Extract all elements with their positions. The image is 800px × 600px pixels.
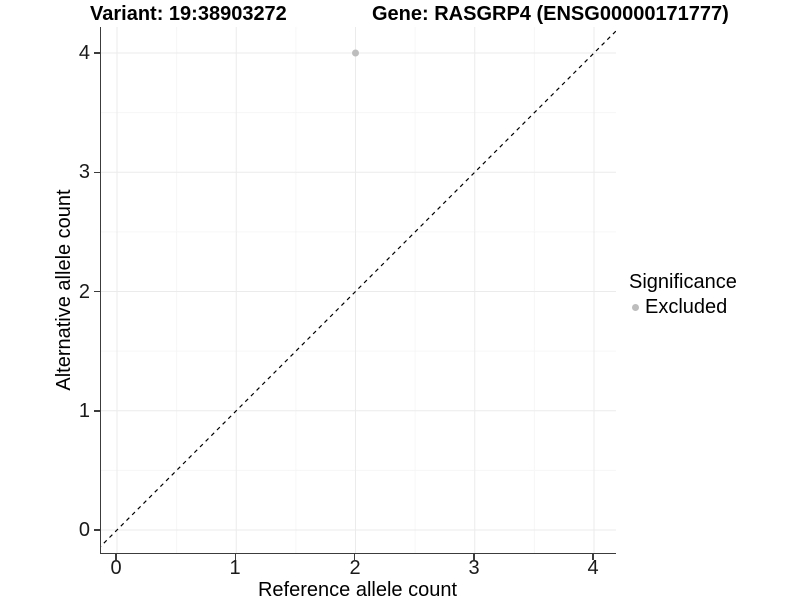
y-axis-title: Alternative allele count — [53, 189, 75, 391]
x-tick-mark — [115, 554, 117, 560]
y-tick-label: 0 — [78, 519, 90, 541]
data-point — [352, 49, 359, 57]
x-tick-label: 2 — [349, 557, 361, 579]
x-axis-title: Reference allele count — [257, 579, 457, 600]
y-tick-mark — [94, 529, 100, 531]
y-tick-label: 3 — [78, 161, 90, 183]
legend-key-dot-icon — [632, 303, 639, 311]
x-tick-label: 0 — [110, 557, 122, 579]
y-tick-label: 1 — [78, 400, 90, 422]
x-tick-mark — [353, 554, 356, 560]
plot-panel — [100, 27, 616, 554]
x-tick-mark — [234, 554, 236, 560]
x-tick-mark — [592, 554, 594, 560]
y-tick-mark — [94, 290, 100, 293]
y-tick-label: 4 — [78, 42, 90, 64]
legend: Significance Excluded — [629, 270, 737, 319]
legend-item-label: Excluded — [645, 296, 728, 318]
x-tick-label: 3 — [468, 557, 480, 579]
x-tick-label: 4 — [587, 557, 599, 579]
legend-item-excluded: Excluded — [632, 295, 737, 319]
legend-title: Significance — [629, 271, 737, 293]
plot-title-gene: Gene: RASGRP4 (ENSG00000171777) — [372, 3, 729, 25]
x-tick-label: 1 — [229, 557, 241, 579]
x-tick-mark — [473, 554, 475, 560]
y-tick-mark — [94, 410, 100, 412]
y-tick-label: 2 — [78, 281, 90, 303]
plot-title-variant: Variant: 19:38903272 — [90, 3, 287, 25]
plot-canvas — [101, 27, 616, 553]
y-tick-mark — [94, 171, 100, 173]
y-tick-mark — [94, 52, 100, 54]
